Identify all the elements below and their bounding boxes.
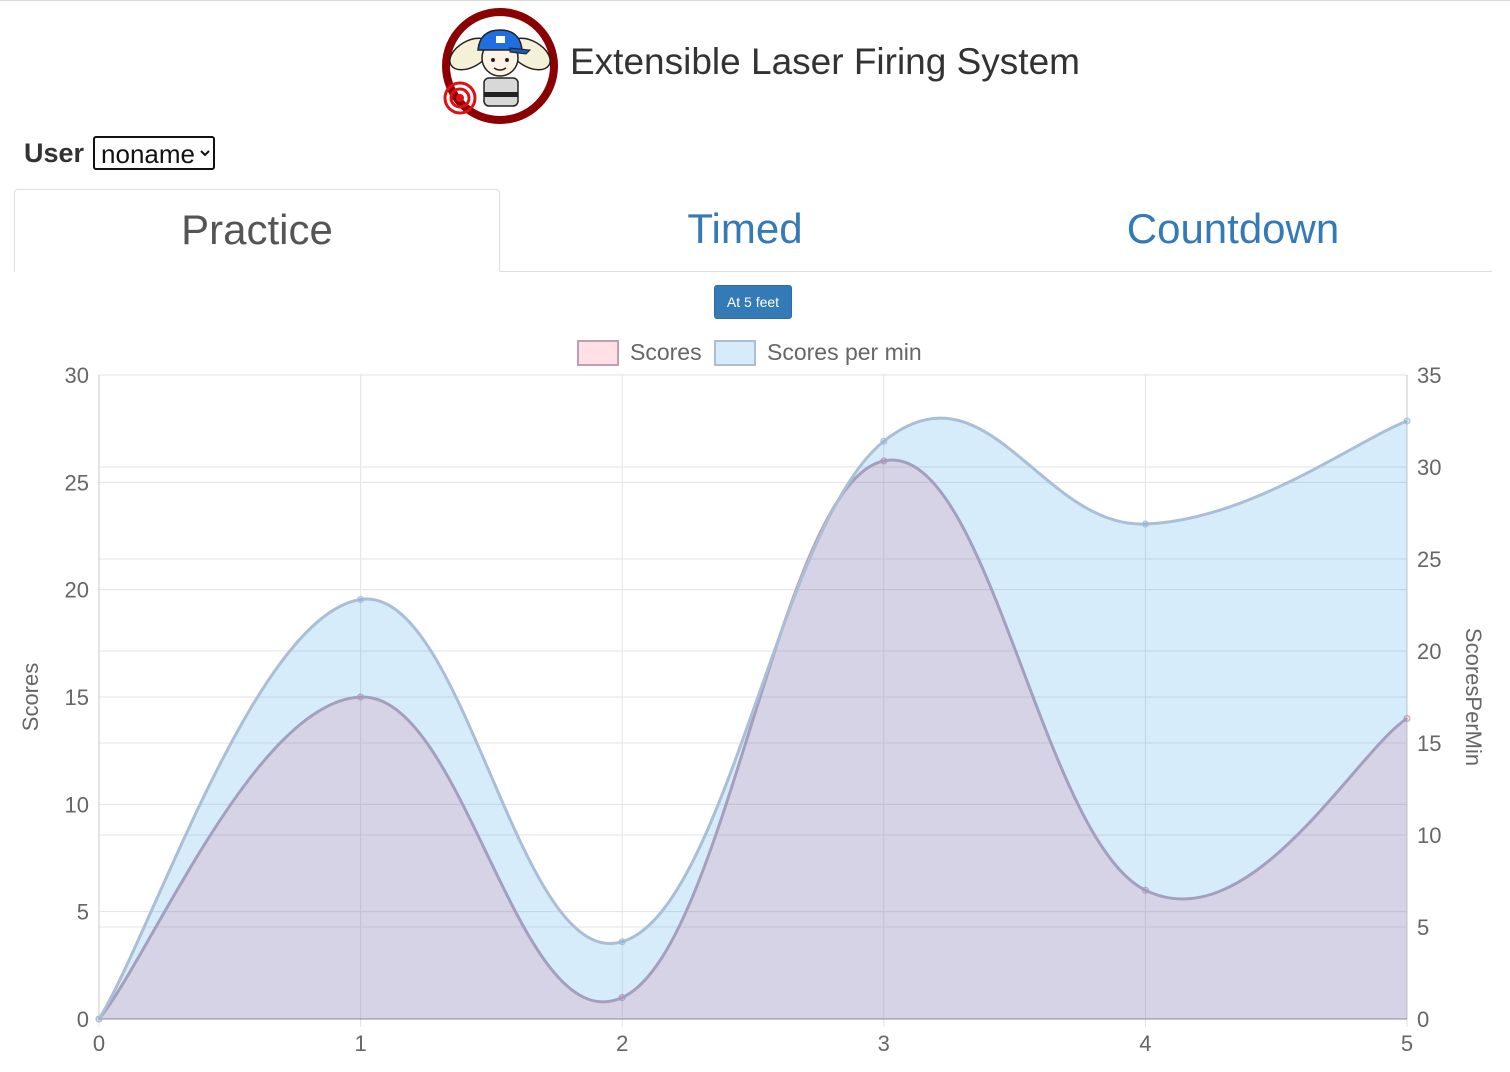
y-axis-title: Scores bbox=[18, 663, 43, 731]
data-point-scores bbox=[1403, 714, 1411, 722]
series-area-scores bbox=[99, 460, 1407, 1020]
mode-tabs: Practice Timed Countdown bbox=[14, 189, 1492, 272]
data-point-scores-per-min bbox=[357, 595, 365, 603]
x-tick-label: 3 bbox=[878, 1031, 890, 1056]
y-tick-label: 20 bbox=[65, 578, 89, 603]
data-point-scores bbox=[357, 693, 365, 701]
y2-tick-label: 10 bbox=[1417, 823, 1441, 848]
distance-button[interactable]: At 5 feet bbox=[714, 285, 792, 319]
legend-label: Scores bbox=[630, 339, 702, 365]
data-point-scores bbox=[618, 994, 626, 1002]
y-tick-label: 5 bbox=[77, 900, 89, 925]
app-logo bbox=[442, 8, 558, 124]
chart-container: 0 5 10 15 20 25 30 0 5 10 15 20 25 30 35 0 1 2 3 4 5 Scores Sc… bbox=[0, 330, 1510, 1067]
legend-swatch bbox=[577, 340, 619, 366]
top-divider bbox=[0, 0, 1510, 1]
legend-swatch bbox=[714, 340, 756, 366]
tab-timed[interactable]: Timed bbox=[687, 205, 803, 252]
tab-practice[interactable]: Practice bbox=[14, 189, 500, 272]
x-tick-label: 1 bbox=[354, 1031, 366, 1056]
user-label: User bbox=[24, 137, 85, 168]
y-tick-label: 30 bbox=[65, 363, 89, 388]
y2-axis-title: ScoresPerMin bbox=[1461, 628, 1486, 766]
legend-label: Scores per min bbox=[767, 339, 922, 365]
y-tick-label: 0 bbox=[77, 1007, 89, 1032]
x-tick-label: 4 bbox=[1139, 1031, 1151, 1056]
app-title: Extensible Laser Firing System bbox=[570, 41, 1080, 82]
x-tick-label: 2 bbox=[616, 1031, 628, 1056]
y2-tick-label: 30 bbox=[1417, 455, 1441, 480]
x-tick-label: 0 bbox=[93, 1031, 105, 1056]
user-selector-row: User noname bbox=[24, 136, 216, 170]
y2-tick-label: 25 bbox=[1417, 547, 1441, 572]
x-tick-label: 5 bbox=[1401, 1031, 1413, 1056]
app-header: Extensible Laser Firing System bbox=[440, 6, 1080, 126]
data-point-scores bbox=[1141, 886, 1149, 894]
y2-tick-label: 35 bbox=[1417, 363, 1441, 388]
data-point-scores-per-min bbox=[880, 437, 888, 445]
y-tick-label: 10 bbox=[65, 792, 89, 817]
series-line-scores bbox=[97, 458, 1408, 1020]
data-point-scores-per-min bbox=[1141, 520, 1149, 528]
y2-tick-label: 15 bbox=[1417, 731, 1441, 756]
data-point-scores-per-min bbox=[95, 1015, 103, 1023]
y-tick-label: 25 bbox=[65, 470, 89, 495]
y2-tick-label: 0 bbox=[1417, 1007, 1429, 1032]
data-point-scores-per-min bbox=[618, 938, 626, 946]
y2-tick-label: 5 bbox=[1417, 915, 1429, 940]
tab-countdown[interactable]: Countdown bbox=[1126, 205, 1340, 252]
user-select[interactable]: noname bbox=[93, 136, 216, 170]
y2-tick-label: 20 bbox=[1417, 639, 1441, 664]
data-point-scores-per-min bbox=[1403, 417, 1411, 425]
series-area-scores-per-min bbox=[99, 418, 1407, 1019]
y-tick-label: 15 bbox=[65, 685, 89, 710]
data-point-scores bbox=[880, 457, 888, 465]
series-line-scores-per-min bbox=[97, 416, 1408, 1020]
